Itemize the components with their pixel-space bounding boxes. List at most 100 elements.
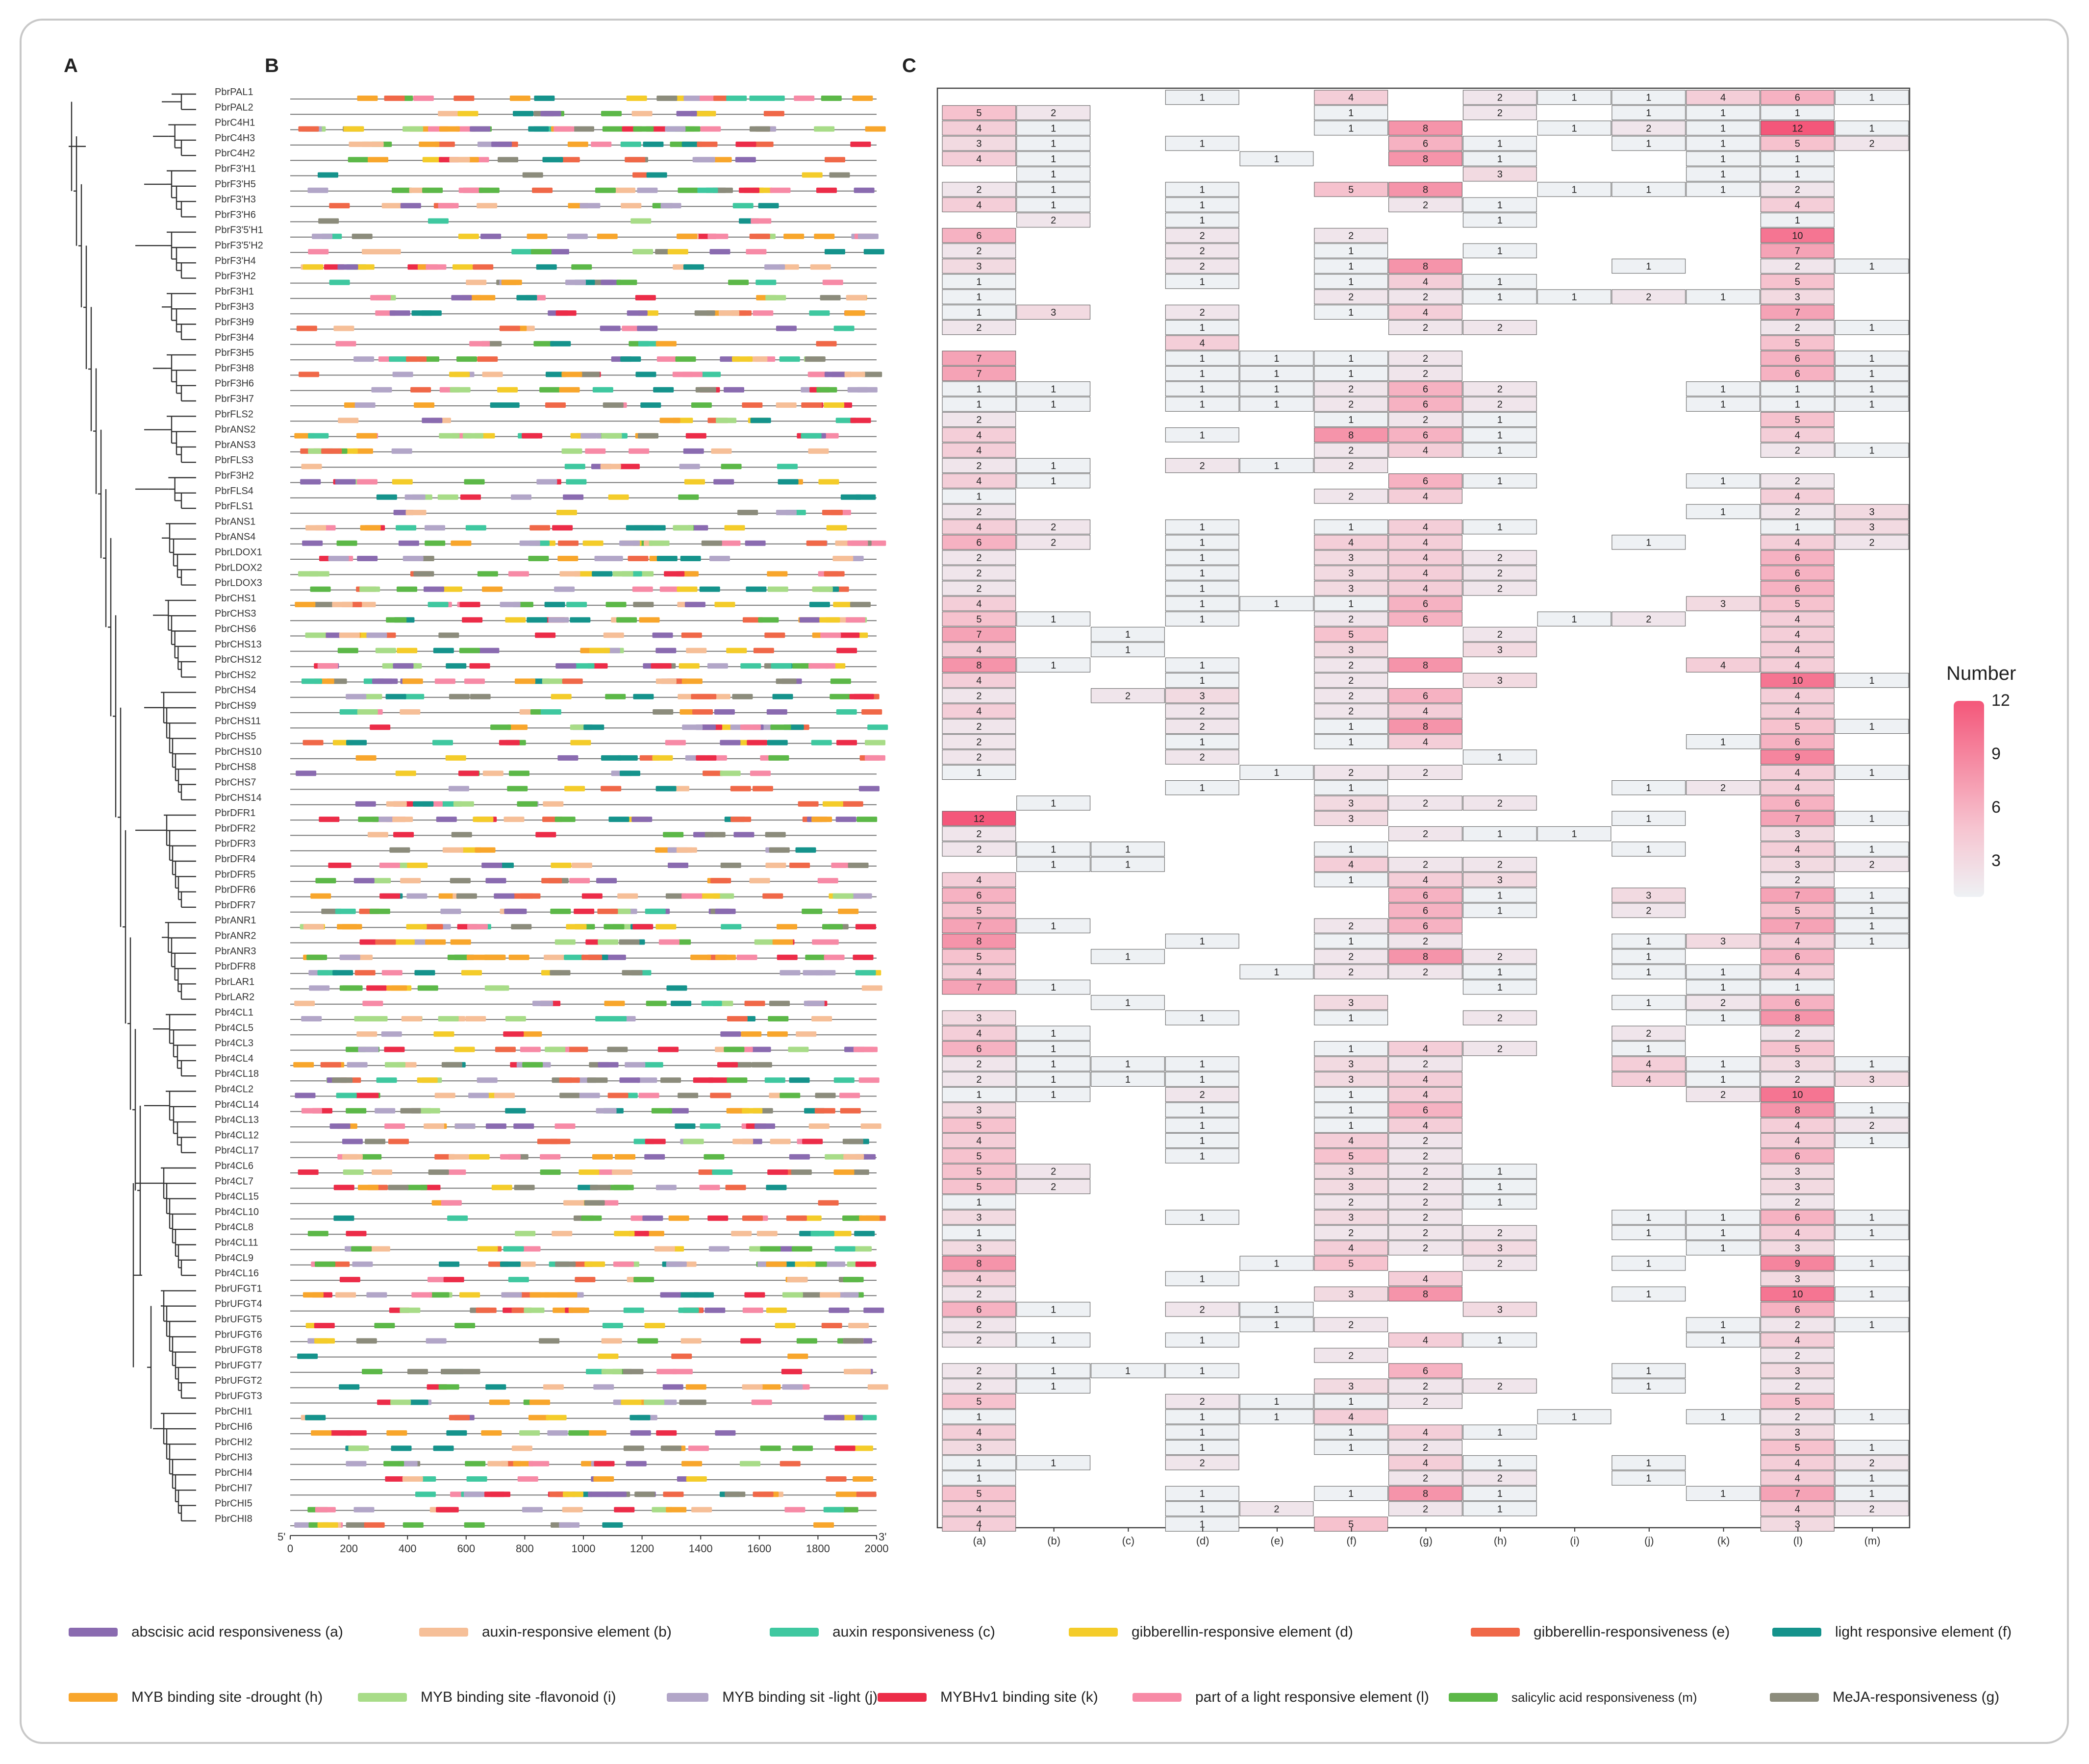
heatmap-cell xyxy=(1165,90,1239,105)
heatmap-cell xyxy=(1165,350,1239,366)
motif-box xyxy=(678,494,699,500)
motif-box xyxy=(807,372,829,377)
legend-item: auxin responsiveness (c) xyxy=(770,1620,1069,1644)
heatmap-cell-value: 1 xyxy=(1200,660,1205,671)
motif-box xyxy=(499,402,520,408)
motif-box xyxy=(497,387,518,393)
gene-label: PbrUFGT4 xyxy=(215,1299,262,1310)
motif-box xyxy=(619,770,640,776)
motif-box xyxy=(451,295,472,300)
motif-box xyxy=(758,203,779,209)
motif-box xyxy=(386,617,407,623)
heatmap-cell xyxy=(1314,243,1388,258)
heatmap-cell-value: 1 xyxy=(1200,522,1205,533)
heatmap-cell xyxy=(1165,1087,1239,1102)
heatmap-cell-value: 4 xyxy=(1795,1504,1800,1515)
gene-label: PbrF3'5'H1 xyxy=(215,225,263,236)
motif-box xyxy=(848,1323,869,1328)
motif-box xyxy=(664,571,685,577)
heatmap-cell xyxy=(1239,1394,1314,1409)
motif-box xyxy=(683,448,704,454)
legend-swatch xyxy=(419,1628,468,1637)
heatmap-cell-value: 2 xyxy=(976,1074,982,1085)
heatmap-cell-value: 3 xyxy=(1497,675,1503,686)
heatmap-cell xyxy=(1835,888,1909,903)
heatmap-cell xyxy=(1462,979,1537,995)
heatmap-cell xyxy=(942,1010,1016,1025)
motif-box xyxy=(721,464,742,470)
motif-box xyxy=(403,694,425,699)
motif-box xyxy=(809,601,830,607)
motif-box xyxy=(619,464,640,470)
heatmap-cell xyxy=(1462,1332,1537,1348)
heatmap-cell xyxy=(1462,1164,1537,1179)
heatmap-cell-value: 4 xyxy=(1646,1074,1651,1085)
motif-box xyxy=(644,1399,665,1405)
motif-box xyxy=(410,387,431,393)
legend-item: MYB binding site -flavonoid (i) xyxy=(358,1685,667,1710)
motif-box xyxy=(477,1246,498,1252)
motif-box xyxy=(741,1031,762,1037)
heatmap-cell xyxy=(1462,212,1537,228)
motif-box xyxy=(864,755,885,761)
heatmap-cell xyxy=(1314,1071,1388,1087)
motif-box xyxy=(616,617,637,623)
gene-label: PbrCHS4 xyxy=(215,685,256,696)
heatmap-cell-value: 2 xyxy=(1423,1136,1428,1146)
heatmap-cell xyxy=(1686,151,1760,167)
heatmap-cell-value: 3 xyxy=(1348,1213,1354,1223)
motif-map: PbrPAL1PbrPAL2PbrC4H1PbrC4H3PbrC4H2PbrF3… xyxy=(215,87,888,1555)
heatmap-cell-value: 1 xyxy=(1795,108,1800,119)
heatmap-cell xyxy=(1760,1056,1835,1071)
heatmap-cell xyxy=(1686,1071,1760,1087)
heatmap-cell xyxy=(1165,934,1239,949)
heatmap-cell-value: 4 xyxy=(1348,860,1354,870)
heatmap-cell-value: 2 xyxy=(976,507,982,518)
heatmap-cell xyxy=(1760,90,1835,105)
heatmap-cell xyxy=(1239,381,1314,397)
motif-box xyxy=(428,218,449,224)
motif-box xyxy=(413,571,434,577)
heatmap-cell-value: 3 xyxy=(1795,829,1800,840)
motif-box xyxy=(720,770,741,776)
heatmap-cell-value: 6 xyxy=(976,537,982,548)
heatmap-cell xyxy=(1611,90,1686,105)
heatmap-cell-value: 4 xyxy=(976,430,982,441)
heatmap-cell xyxy=(1835,918,1909,933)
heatmap-cell xyxy=(942,121,1016,136)
motif-box xyxy=(475,847,496,853)
motif-box xyxy=(357,556,378,561)
motif-box xyxy=(392,372,413,377)
heatmap-cell-value: 2 xyxy=(976,844,982,855)
heatmap-cell xyxy=(1760,1164,1835,1179)
legend-swatch xyxy=(358,1693,407,1702)
motif-box xyxy=(861,985,882,991)
heatmap-cell xyxy=(1388,611,1462,626)
heatmap-cell xyxy=(1165,258,1239,274)
heatmap-cell-value: 1 xyxy=(1571,829,1577,840)
heatmap-cell xyxy=(1760,381,1835,397)
heatmap-cell-value: 4 xyxy=(1423,1427,1428,1438)
motif-box xyxy=(362,1368,383,1374)
heatmap-cell xyxy=(1760,703,1835,719)
heatmap-cell xyxy=(1835,1486,1909,1501)
motif-box xyxy=(406,1185,428,1191)
heatmap-cell-value: 1 xyxy=(1200,1427,1205,1438)
motif-box xyxy=(507,786,528,792)
heatmap-cell xyxy=(1388,427,1462,443)
motif-box xyxy=(495,1046,516,1052)
heatmap-cell-value: 2 xyxy=(1795,875,1800,886)
heatmap-cell-value: 1 xyxy=(1200,430,1205,441)
motif-box xyxy=(333,325,354,331)
motif-box xyxy=(666,1507,687,1513)
motif-box xyxy=(501,1292,522,1298)
motif-box xyxy=(343,126,364,132)
heatmap-cell xyxy=(1016,1087,1091,1102)
motif-box xyxy=(833,325,855,331)
heatmap-cell-value: 4 xyxy=(1795,537,1800,548)
heatmap-cell xyxy=(1760,918,1835,933)
heatmap-cell xyxy=(1611,1071,1686,1087)
heatmap-cell-value: 1 xyxy=(1348,123,1354,134)
heatmap-cell-value: 1 xyxy=(1051,200,1056,211)
heatmap-cell-value: 2 xyxy=(1423,1151,1428,1162)
